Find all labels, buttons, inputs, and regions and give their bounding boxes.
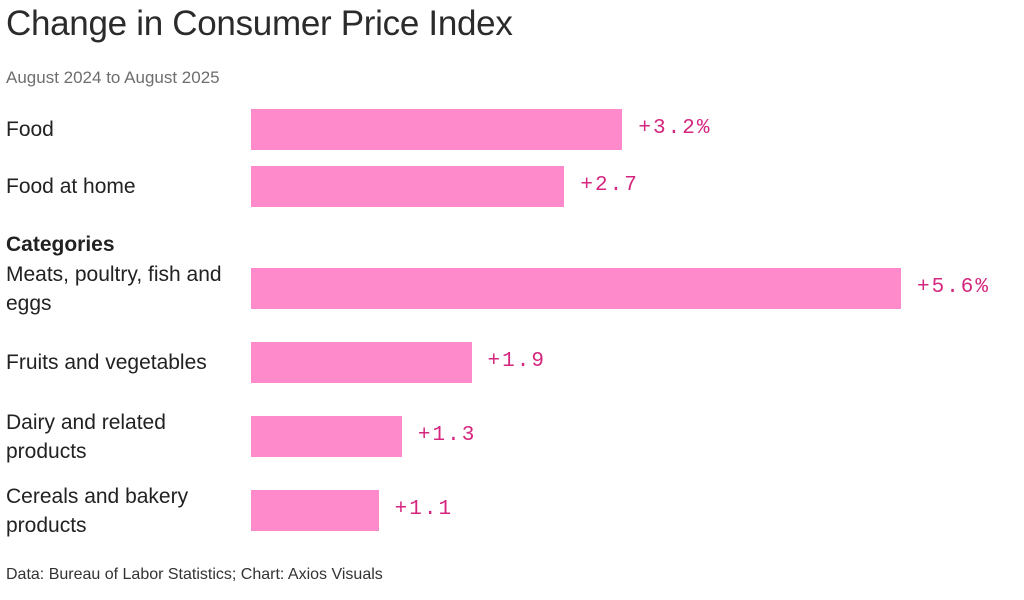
bar-value-label: +5.6% [917,276,991,299]
category-label: Meats, poultry, fish and eggs [6,262,222,315]
bar-value-label: +2.7 [580,174,639,197]
category-label: Fruits and vegetables [6,351,207,374]
bar [251,166,565,207]
bar [251,342,472,383]
bar [251,416,402,457]
category-label: Cereals and bakery products [6,484,189,537]
categories-section-label: Categories [6,233,115,256]
category-label: Food at home [6,175,136,198]
chart-title: Change in Consumer Price Index [6,4,513,43]
category-label: Food [6,118,54,141]
bar-value-label: +3.2% [638,117,712,140]
bar [251,490,379,531]
bar-value-label: +1.3 [417,424,477,447]
bar-value-label: +1.1 [394,498,454,521]
bar-value-label: +1.9 [487,350,546,373]
category-label: Dairy and related products [6,410,166,463]
bar [251,109,623,150]
bar [251,268,901,309]
chart-source-note: Data: Bureau of Labor Statistics; Chart:… [6,566,383,583]
chart-subtitle: August 2024 to August 2025 [6,68,220,87]
